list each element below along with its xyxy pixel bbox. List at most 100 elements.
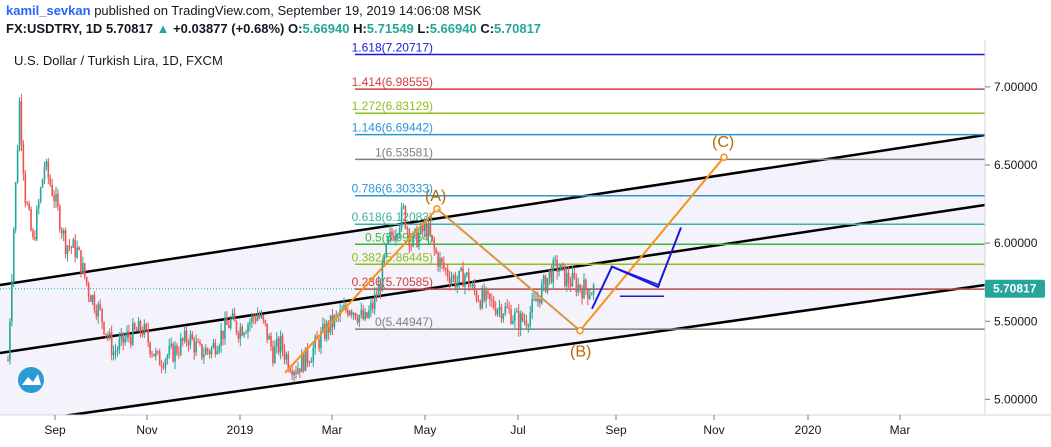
candle-body — [446, 269, 449, 277]
candle-body — [16, 149, 19, 183]
close-label: C: — [480, 21, 495, 36]
price-axis[interactable] — [985, 40, 1051, 447]
channel-lower-line[interactable] — [0, 283, 985, 425]
candle-body — [579, 284, 581, 290]
last-price: 5.70817 — [105, 21, 153, 36]
candle-body — [395, 235, 397, 241]
candle-body — [118, 339, 121, 350]
candle-body — [178, 353, 180, 355]
candle-body — [155, 351, 157, 357]
candle-body — [500, 306, 503, 319]
candle-body — [135, 329, 138, 332]
candle-body — [124, 337, 126, 343]
fib-level-label: 0.786(6.30333) — [352, 182, 433, 196]
candle-body — [562, 264, 564, 266]
fib-level-label: 1(6.53581) — [375, 145, 433, 159]
x-tick-label: 2019 — [227, 423, 254, 437]
candle-body — [437, 253, 439, 267]
candle-body — [458, 270, 460, 283]
candle-body — [360, 309, 363, 316]
candle-body — [197, 341, 199, 343]
time-axis[interactable] — [0, 415, 985, 447]
candle-body — [160, 365, 163, 367]
candle-body — [37, 201, 40, 209]
candle-body — [55, 193, 57, 202]
candle-body — [249, 322, 251, 325]
candle-body — [47, 161, 50, 178]
chart-title: U.S. Dollar / Turkish Lira, 1D, FXCM — [14, 53, 223, 68]
price-chart[interactable]: 1.618(7.20717) 1.414(6.98555) 1.272(6.8312… — [0, 40, 1051, 447]
candle-body — [358, 315, 361, 323]
candle-body — [483, 288, 485, 301]
candle-body — [266, 323, 268, 340]
candle-body — [308, 362, 311, 364]
candle-body — [245, 332, 247, 334]
x-tick-label: Sep — [44, 423, 66, 437]
publish-line: kamil_sevkan published on TradingView.co… — [6, 3, 481, 18]
candle-body — [112, 352, 115, 356]
projection-path[interactable] — [591, 227, 682, 310]
candle-body — [143, 324, 146, 335]
candle-body — [525, 320, 528, 327]
author-link[interactable]: kamil_sevkan — [6, 3, 91, 18]
header: kamil_sevkan published on TradingView.co… — [0, 0, 1051, 40]
candle-body — [132, 323, 134, 345]
candle-body — [452, 275, 455, 279]
high-value: 5.71549 — [366, 21, 414, 36]
candle-body — [456, 282, 459, 288]
candle-body — [66, 245, 69, 254]
candle-body — [550, 270, 553, 283]
candle-body — [210, 347, 213, 355]
candle-body — [389, 231, 391, 237]
candle-body — [229, 318, 232, 329]
candle-body — [418, 233, 420, 247]
candle-body — [224, 318, 226, 339]
candle-body — [356, 318, 359, 323]
candle-body — [521, 313, 524, 321]
candle-body — [431, 235, 434, 240]
candle-body — [64, 230, 67, 254]
candle-body — [479, 301, 482, 309]
candle-body — [420, 224, 422, 234]
candle-body — [485, 290, 487, 301]
candle-body — [252, 315, 255, 319]
candle-body — [9, 321, 11, 361]
candle-body — [354, 313, 357, 319]
candle-body — [260, 315, 263, 318]
candle-body — [406, 227, 409, 230]
candle-body — [504, 306, 507, 315]
candle-body — [402, 206, 405, 208]
fib-level-label: 1.618(7.20717) — [352, 41, 433, 55]
channel-middle-line[interactable] — [0, 203, 985, 355]
candle-body — [410, 246, 412, 248]
candle-body — [295, 371, 297, 374]
candle-body — [185, 330, 188, 343]
candle-body — [84, 263, 86, 278]
candle-body — [183, 330, 186, 341]
candle-body — [14, 182, 17, 230]
candle-body — [542, 275, 545, 285]
candle-body — [89, 295, 92, 302]
candle-body — [151, 353, 153, 355]
candle-body — [469, 286, 472, 288]
candle-body — [443, 262, 445, 269]
candle-body — [460, 267, 462, 271]
candle-body — [348, 311, 351, 316]
fib-level-label: 1.272(6.83129) — [352, 99, 433, 113]
candle-body — [11, 280, 13, 322]
candle-body — [400, 207, 403, 229]
wave-point[interactable] — [720, 153, 728, 161]
candle-body — [421, 224, 424, 232]
candle-body — [191, 334, 194, 340]
candle-body — [523, 320, 526, 322]
candle-body — [195, 341, 197, 353]
candle-body — [587, 289, 589, 299]
candle-body — [585, 279, 587, 290]
candle-body — [170, 343, 172, 346]
candle-body — [22, 143, 25, 174]
candle-body — [78, 247, 80, 251]
candle-body — [475, 291, 478, 300]
candle-body — [12, 229, 15, 281]
candle-body — [116, 349, 119, 352]
triangle-upper-line[interactable] — [611, 265, 661, 287]
